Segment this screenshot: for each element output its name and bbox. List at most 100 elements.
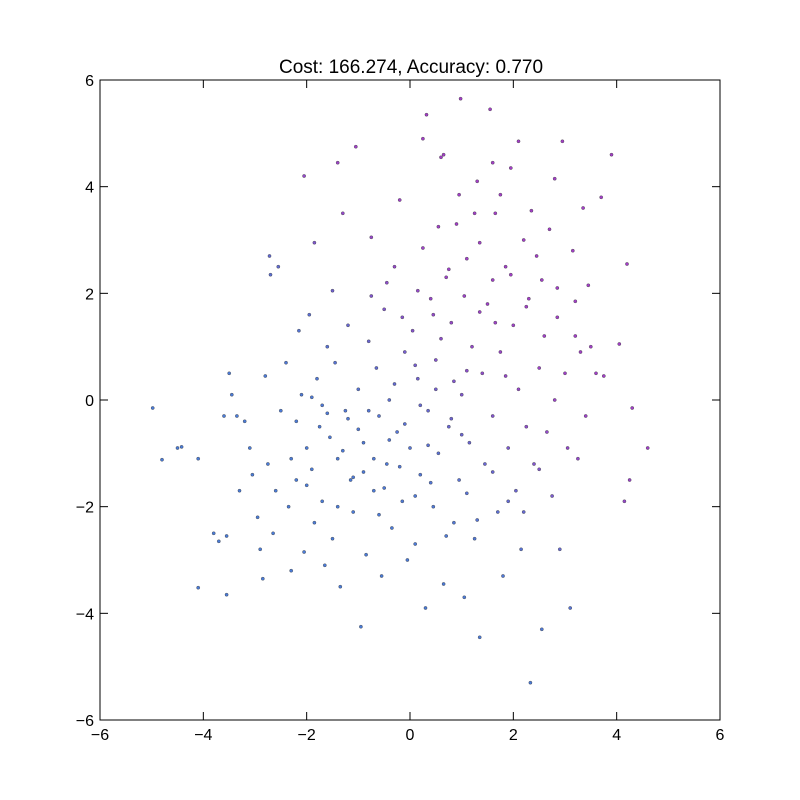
scatter-point <box>392 264 397 269</box>
scatter-point <box>247 446 252 450</box>
scatter-point <box>273 488 278 493</box>
scatter-point <box>150 406 155 410</box>
y-tick-label: −2 <box>76 500 94 517</box>
scatter-point <box>402 422 407 426</box>
scatter-point <box>545 430 549 434</box>
scatter-point <box>351 510 356 514</box>
scatter-point <box>330 536 335 541</box>
scatter-point <box>503 264 508 269</box>
scatter-point <box>428 296 433 301</box>
scatter-point <box>338 584 343 589</box>
scatter-point <box>415 288 420 293</box>
scatter-point <box>423 606 428 610</box>
scatter-points <box>150 96 650 685</box>
scatter-point <box>242 419 247 424</box>
y-tick-label: 6 <box>85 73 94 90</box>
scatter-point <box>537 366 542 370</box>
scatter-point <box>483 462 487 466</box>
x-tick-label: −6 <box>91 727 109 744</box>
scatter-point <box>335 160 340 165</box>
scatter-point <box>464 491 469 496</box>
scatter-point <box>227 371 231 376</box>
scatter-point <box>498 192 503 197</box>
scatter-point <box>511 323 516 328</box>
scatter-point <box>196 456 200 461</box>
scatter-point <box>534 254 539 258</box>
scatter-point <box>320 403 325 408</box>
scatter-point <box>400 499 405 504</box>
scatter-point <box>356 427 361 432</box>
plot-area-frame <box>99 79 721 721</box>
scatter-point <box>402 350 407 354</box>
scatter-point <box>348 478 353 482</box>
scatter-point <box>552 398 557 402</box>
scatter-point <box>390 526 394 530</box>
scatter-point <box>459 392 464 397</box>
scatter-point <box>490 278 495 282</box>
scatter-point <box>558 547 562 552</box>
scatter-point <box>446 267 451 272</box>
scatter-point <box>260 576 265 581</box>
scatter-point <box>571 248 575 253</box>
scatter-point <box>462 294 467 298</box>
scatter-point <box>302 550 306 554</box>
scatter-point <box>449 416 454 421</box>
scatter-point <box>433 358 438 362</box>
scatter-point <box>565 446 570 450</box>
scatter-point <box>405 558 410 562</box>
scatter-point <box>477 310 482 314</box>
scatter-point <box>568 606 573 610</box>
scatter-point <box>387 438 392 442</box>
scatter-point <box>224 592 229 597</box>
scatter-point <box>222 414 226 418</box>
scatter-point <box>289 456 294 461</box>
scatter-point <box>617 342 622 346</box>
scatter-point <box>392 382 397 386</box>
scatter-point <box>224 534 229 538</box>
scatter-point <box>550 494 554 498</box>
scatter-point <box>268 272 273 277</box>
scatter-point <box>286 504 291 509</box>
x-tick-label: 2 <box>509 727 518 744</box>
scatter-point <box>622 499 627 504</box>
scatter-point <box>527 296 531 301</box>
scatter-point <box>276 264 281 269</box>
scatter-point <box>516 387 521 392</box>
scatter-point <box>563 371 567 376</box>
scatter-point <box>359 624 363 629</box>
scatter-point <box>382 307 387 312</box>
scatter-point <box>503 374 508 378</box>
scatter-point <box>540 278 544 282</box>
scatter-point <box>506 446 511 450</box>
scatter-point <box>284 360 288 365</box>
scatter-point <box>573 334 578 338</box>
scatter-point <box>542 334 547 338</box>
scatter-point <box>216 539 221 544</box>
scatter-point <box>312 520 317 525</box>
scatter-point <box>384 280 389 285</box>
scatter-point <box>573 299 578 304</box>
scatter-point <box>433 387 438 392</box>
scatter-point <box>309 395 314 400</box>
scatter-point <box>501 574 505 578</box>
scatter-point <box>369 294 374 298</box>
scatter-point <box>263 374 268 378</box>
scatter-point <box>317 424 322 429</box>
scatter-point <box>322 563 327 568</box>
scatter-point <box>490 414 495 418</box>
scatter-point <box>328 435 332 440</box>
scatter-point <box>462 595 467 600</box>
scatter-point <box>364 552 368 557</box>
scatter-point <box>418 403 423 408</box>
scatter-point <box>454 222 459 226</box>
scatter-point <box>490 470 495 474</box>
scatter-point <box>278 408 283 413</box>
scatter-point <box>304 446 309 450</box>
scatter-point <box>356 387 361 392</box>
scatter-point <box>421 136 425 141</box>
scatter-point <box>335 456 340 461</box>
scatter-point <box>441 582 446 586</box>
scatter-point <box>547 227 552 232</box>
scatter-point <box>397 198 402 202</box>
